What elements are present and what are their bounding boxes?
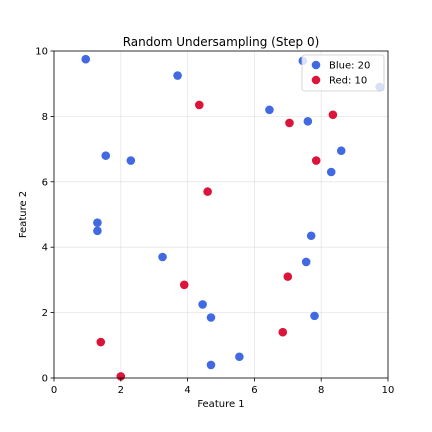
chart-title: Random Undersampling (Step 0) <box>123 35 320 49</box>
data-point <box>328 110 338 120</box>
legend-frame <box>301 54 385 92</box>
legend-label: Red: 10 <box>329 76 367 87</box>
legend-marker <box>311 60 321 70</box>
data-point <box>311 156 321 165</box>
data-point <box>93 218 102 227</box>
data-point <box>179 280 189 290</box>
legend-label: Blue: 20 <box>329 61 370 72</box>
data-point <box>101 151 111 160</box>
data-point <box>194 100 204 110</box>
legend-marker <box>311 75 321 85</box>
data-point <box>116 372 126 381</box>
axis-ticks: 0 2 4 6 8 10 0 2 4 6 8 10 <box>35 47 394 397</box>
grid <box>53 50 389 379</box>
y-tick-label: 2 <box>42 308 48 319</box>
x-tick-label: 8 <box>318 385 324 396</box>
data-point <box>235 352 244 362</box>
data-point <box>198 300 207 309</box>
x-tick-label: 0 <box>51 385 57 396</box>
data-point <box>206 313 216 322</box>
x-tick-label: 4 <box>184 385 190 396</box>
data-points <box>81 54 384 381</box>
x-tick-label: 2 <box>118 385 124 396</box>
y-tick-label: 10 <box>35 47 48 58</box>
x-axis-label: Feature 1 <box>197 399 244 410</box>
data-point <box>301 257 311 267</box>
y-tick-label: 0 <box>42 374 48 385</box>
data-point <box>265 105 274 115</box>
data-point <box>126 156 136 165</box>
series-blue <box>81 54 384 370</box>
data-point <box>310 311 319 321</box>
y-tick-label: 8 <box>42 112 48 123</box>
data-point <box>206 360 216 370</box>
data-point <box>81 54 91 64</box>
legend: Blue: 20 Red: 10 <box>301 54 385 92</box>
data-point <box>283 272 293 281</box>
data-point <box>203 187 212 196</box>
y-axis-label: Feature 2 <box>18 191 29 238</box>
data-point <box>336 146 346 156</box>
y-tick-label: 4 <box>42 243 48 254</box>
plot-frame <box>53 50 389 379</box>
data-point <box>278 327 288 337</box>
series-red <box>96 100 338 381</box>
y-tick-label: 6 <box>42 177 48 188</box>
x-tick-label: 10 <box>382 385 395 396</box>
data-point <box>303 117 313 126</box>
data-point <box>158 252 167 262</box>
x-tick-label: 6 <box>251 385 257 396</box>
data-point <box>93 226 102 236</box>
data-point <box>285 118 294 128</box>
data-point <box>326 167 336 177</box>
data-point <box>306 231 316 241</box>
data-point <box>96 337 106 347</box>
data-point <box>173 71 182 80</box>
